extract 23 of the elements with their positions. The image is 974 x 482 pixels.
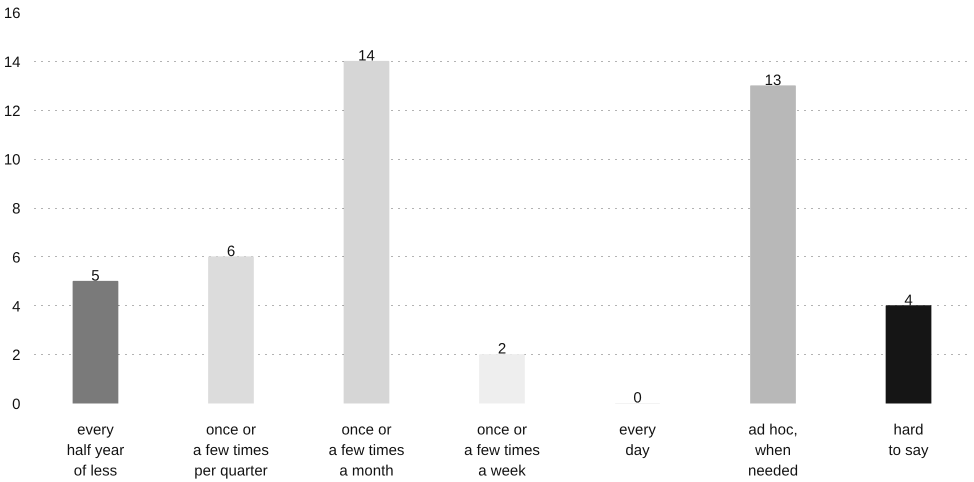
x-tick-label: every half year of less [66, 422, 124, 480]
x-tick-label: hard to say [888, 422, 930, 459]
data-label: 14 [358, 47, 375, 64]
x-tick-label: once or a few times per quarter [193, 422, 269, 480]
y-tick-label: 4 [12, 298, 20, 316]
x-tick-label: once or a few times a month [328, 422, 404, 480]
data-label: 0 [633, 390, 642, 406]
y-tick-label: 10 [4, 152, 21, 169]
x-tick-label: every day [619, 422, 656, 459]
x-tick-label: ad hoc, when needed [748, 422, 798, 480]
data-label: 4 [904, 292, 913, 309]
y-tick-label: 0 [12, 396, 20, 413]
data-label: 13 [764, 72, 782, 89]
data-label: 6 [226, 242, 236, 260]
y-tick-label: 8 [12, 200, 20, 218]
y-tick-label: 16 [4, 5, 21, 22]
y-tick-label: 6 [12, 249, 20, 266]
y-tick-label: 12 [4, 102, 21, 120]
y-tick-label: 2 [12, 347, 20, 364]
data-label: 2 [498, 340, 506, 358]
y-tick-label: 14 [4, 54, 21, 71]
x-tick-label: once or a few times a week [464, 422, 540, 480]
data-label: 5 [91, 267, 100, 284]
